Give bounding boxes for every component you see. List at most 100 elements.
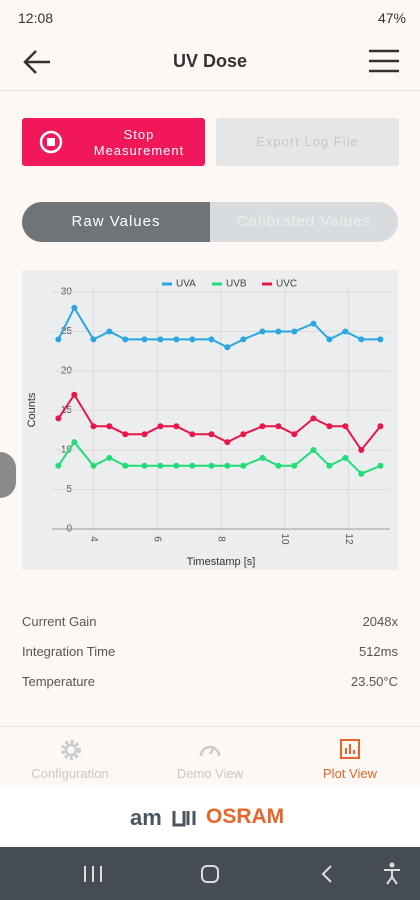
legend-label: UVB bbox=[226, 279, 247, 290]
data-point bbox=[240, 336, 247, 343]
data-point bbox=[141, 431, 148, 438]
data-point bbox=[208, 462, 215, 469]
data-point bbox=[141, 336, 148, 343]
data-point bbox=[259, 423, 266, 430]
status-bar: 12:08 47% bbox=[0, 0, 420, 34]
data-point bbox=[55, 336, 62, 343]
export-button[interactable]: Export Log File bbox=[216, 118, 399, 166]
data-point bbox=[173, 462, 180, 469]
data-point bbox=[358, 336, 365, 343]
data-point bbox=[71, 391, 78, 398]
data-point bbox=[90, 462, 97, 469]
status-time: 12:08 bbox=[18, 10, 54, 26]
info-value: 2048x bbox=[362, 614, 398, 629]
data-point bbox=[71, 304, 78, 311]
tab-toggle: Raw Values Calibrated Values bbox=[22, 202, 398, 242]
data-point bbox=[240, 431, 247, 438]
data-point bbox=[377, 462, 384, 469]
data-point bbox=[55, 415, 62, 422]
config-icon bbox=[61, 740, 81, 760]
nav-plot[interactable]: Plot View bbox=[323, 766, 377, 781]
bottom-nav: Configuration Demo View Plot View bbox=[0, 726, 420, 787]
legend-label: UVA bbox=[176, 279, 196, 290]
info-label: Current Gain bbox=[22, 614, 97, 629]
demo-icon bbox=[199, 745, 221, 757]
data-point bbox=[358, 447, 365, 453]
data-point bbox=[106, 328, 113, 335]
x-tick-label: 12 bbox=[343, 533, 354, 545]
x-axis-label: Timestamp [s] bbox=[187, 556, 256, 568]
data-point bbox=[358, 470, 365, 477]
data-point bbox=[189, 462, 196, 469]
stop-icon bbox=[39, 130, 63, 154]
data-point bbox=[291, 328, 298, 335]
nav-config[interactable]: Configuration bbox=[31, 766, 109, 781]
info-label: Integration Time bbox=[22, 644, 116, 659]
info-label: Temperature bbox=[22, 674, 95, 689]
x-tick-label: 8 bbox=[215, 536, 226, 542]
recents-button[interactable] bbox=[82, 864, 104, 884]
data-point bbox=[224, 462, 231, 469]
data-point bbox=[106, 423, 113, 430]
data-point bbox=[326, 336, 333, 343]
data-point bbox=[342, 454, 349, 461]
accessibility-button[interactable] bbox=[382, 862, 402, 886]
data-point bbox=[342, 423, 349, 430]
side-handle[interactable] bbox=[0, 452, 16, 498]
data-point bbox=[55, 462, 62, 469]
data-point bbox=[173, 336, 180, 343]
logo-mark bbox=[172, 811, 196, 827]
data-point bbox=[122, 336, 129, 343]
stop-button[interactable]: Stop Measurement bbox=[22, 118, 205, 166]
data-point bbox=[157, 423, 164, 430]
data-point bbox=[141, 462, 148, 469]
data-point bbox=[71, 439, 78, 446]
back-system-button[interactable] bbox=[320, 864, 334, 884]
data-point bbox=[208, 431, 215, 438]
plot-icon bbox=[340, 739, 360, 759]
data-point bbox=[310, 447, 317, 453]
data-point bbox=[90, 423, 97, 430]
home-button[interactable] bbox=[200, 864, 220, 884]
legend-label: UVC bbox=[276, 279, 297, 290]
battery: 47% bbox=[377, 10, 406, 26]
data-point bbox=[157, 336, 164, 343]
data-point bbox=[90, 336, 97, 343]
y-axis-label: Counts bbox=[26, 392, 38, 427]
data-point bbox=[310, 415, 317, 422]
calibrated-tab[interactable]: Calibrated Values bbox=[236, 213, 372, 230]
data-point bbox=[224, 439, 231, 446]
data-point bbox=[122, 431, 129, 438]
data-point bbox=[310, 320, 317, 327]
x-tick-label: 4 bbox=[88, 536, 99, 542]
data-point bbox=[208, 336, 215, 343]
nav-demo[interactable]: Demo View bbox=[176, 766, 244, 781]
data-point bbox=[291, 462, 298, 469]
data-point bbox=[275, 423, 282, 430]
data-point bbox=[342, 328, 349, 335]
info-value: 512ms bbox=[358, 644, 398, 659]
system-nav bbox=[0, 847, 420, 900]
data-point bbox=[377, 336, 384, 343]
data-point bbox=[326, 462, 333, 469]
data-point bbox=[259, 454, 266, 461]
x-tick-label: 10 bbox=[279, 533, 290, 545]
back-button[interactable] bbox=[22, 48, 52, 76]
app-header: UV Dose bbox=[0, 34, 420, 91]
x-tick-label: 6 bbox=[152, 536, 163, 542]
data-point bbox=[275, 462, 282, 469]
data-point bbox=[377, 423, 384, 430]
menu-button[interactable] bbox=[368, 48, 400, 74]
data-point bbox=[259, 328, 266, 335]
raw-tab[interactable]: Raw Values bbox=[22, 202, 210, 242]
data-point bbox=[224, 344, 231, 351]
data-point bbox=[275, 328, 282, 335]
info-value: 23.50°C bbox=[350, 674, 398, 689]
data-point bbox=[157, 462, 164, 469]
data-point bbox=[189, 431, 196, 438]
stop-label: Stop Measurement bbox=[93, 127, 185, 158]
data-point bbox=[240, 462, 247, 469]
data-point bbox=[173, 423, 180, 430]
